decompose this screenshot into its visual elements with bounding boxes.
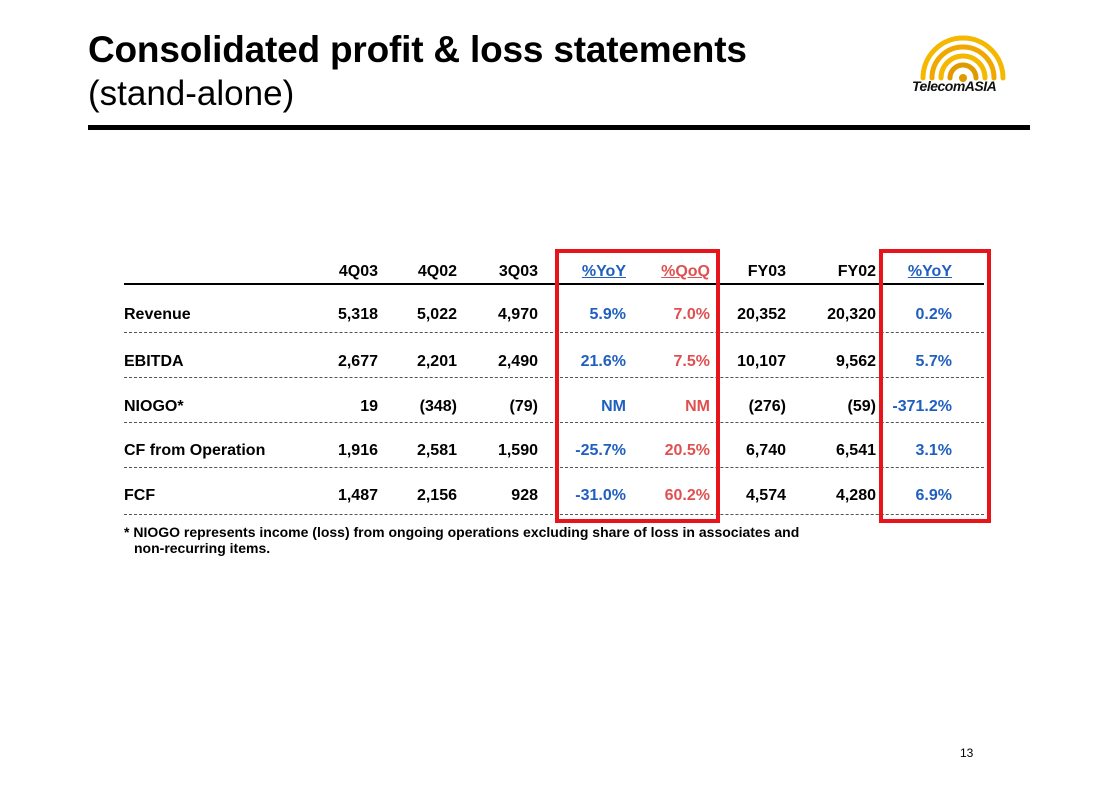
header-qoq: %QoQ <box>661 263 710 280</box>
cell-4q03: 5,318 <box>337 306 378 323</box>
cell-4q03: 19 <box>360 398 378 415</box>
cell-qoq: 7.5% <box>673 353 710 370</box>
row-divider <box>124 332 984 333</box>
cell-3q03: 2,490 <box>497 353 538 370</box>
header-fy02: FY02 <box>837 263 876 280</box>
cell-qoq: NM <box>685 398 710 415</box>
cell-yoy-full-year: 0.2% <box>915 306 952 323</box>
footnote-line-1: * NIOGO represents income (loss) from on… <box>124 524 800 540</box>
cell-4q02: 2,201 <box>416 353 457 370</box>
cell-3q03: 1,590 <box>497 442 538 459</box>
row-divider <box>124 514 984 515</box>
row-label: Revenue <box>124 306 191 323</box>
cell-3q03: (79) <box>509 398 538 415</box>
cell-fy03: 6,740 <box>745 442 786 459</box>
header-4q03: 4Q03 <box>338 263 378 280</box>
logo-text-telecom: Telecom <box>912 78 965 94</box>
row-label: EBITDA <box>124 353 184 370</box>
cell-yoy-quarter: NM <box>601 398 626 415</box>
row-label: NIOGO* <box>124 398 184 415</box>
cell-fy02: 6,541 <box>835 442 876 459</box>
header-yoy-quarter: %YoY <box>581 263 626 280</box>
cell-yoy-full-year: -371.2% <box>892 398 952 415</box>
cell-3q03: 4,970 <box>497 306 538 323</box>
row-label: CF from Operation <box>124 442 266 459</box>
cell-fy03: 10,107 <box>737 353 786 370</box>
footnote: * NIOGO represents income (loss) from on… <box>124 524 799 556</box>
cell-fy02: (59) <box>847 398 876 415</box>
cell-fy02: 9,562 <box>835 353 876 370</box>
cell-fy03: (276) <box>748 398 786 415</box>
header-3q03: 3Q03 <box>498 263 538 280</box>
telecomasia-logo-icon <box>920 35 1006 82</box>
cell-yoy-quarter: 21.6% <box>580 353 626 370</box>
cell-4q02: 5,022 <box>416 306 457 323</box>
cell-yoy-quarter: 5.9% <box>589 306 626 323</box>
header-yoy-full-year: %YoY <box>907 263 952 280</box>
cell-fy03: 20,352 <box>737 306 786 323</box>
cell-fy02: 4,280 <box>835 487 876 504</box>
slide-title: Consolidated profit & loss statements <box>88 29 747 70</box>
cell-4q03: 1,487 <box>337 487 378 504</box>
title-divider <box>88 125 1030 130</box>
header-rule <box>124 283 984 285</box>
row-divider <box>124 377 984 378</box>
cell-qoq: 60.2% <box>664 487 710 504</box>
cell-yoy-full-year: 3.1% <box>915 442 952 459</box>
quarter-growth-highlight-box <box>555 249 720 523</box>
row-divider <box>124 467 984 468</box>
full-year-growth-highlight-box <box>879 249 991 523</box>
logo-text-asia: ASIA <box>964 78 997 94</box>
row-divider <box>124 422 984 423</box>
cell-4q02: 2,156 <box>416 487 457 504</box>
row-label: FCF <box>124 487 156 504</box>
cell-qoq: 20.5% <box>664 442 710 459</box>
page-number: 13 <box>960 746 974 760</box>
cell-4q02: (348) <box>419 398 457 415</box>
header-4q02: 4Q02 <box>417 263 457 280</box>
cell-yoy-full-year: 5.7% <box>915 353 952 370</box>
slide-subtitle: (stand-alone) <box>88 74 295 113</box>
cell-fy02: 20,320 <box>827 306 876 323</box>
cell-yoy-full-year: 6.9% <box>915 487 952 504</box>
cell-qoq: 7.0% <box>673 306 710 323</box>
header-fy03: FY03 <box>747 263 786 280</box>
cell-4q02: 2,581 <box>416 442 457 459</box>
cell-fy03: 4,574 <box>745 487 786 504</box>
cell-yoy-quarter: -25.7% <box>575 442 626 459</box>
cell-3q03: 928 <box>511 487 538 504</box>
cell-4q03: 2,677 <box>337 353 378 370</box>
footnote-line-2: non-recurring items. <box>134 540 271 556</box>
cell-4q03: 1,916 <box>337 442 378 459</box>
logo-wordmark: TelecomASIA <box>912 78 997 94</box>
cell-yoy-quarter: -31.0% <box>575 487 626 504</box>
